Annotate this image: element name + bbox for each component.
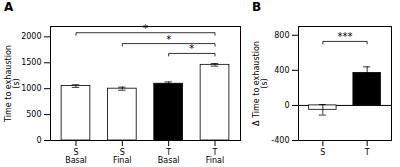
svg-text:2000: 2000 bbox=[21, 32, 41, 41]
svg-text:SFinal: SFinal bbox=[113, 148, 131, 165]
svg-text:***: *** bbox=[338, 31, 353, 42]
svg-text:400: 400 bbox=[274, 66, 289, 75]
svg-text:T: T bbox=[364, 148, 370, 157]
svg-text:Time to exhaustion(s): Time to exhaustion(s) bbox=[4, 45, 21, 123]
svg-text:S: S bbox=[320, 148, 325, 157]
svg-text:0: 0 bbox=[36, 136, 41, 145]
svg-text:SBasal: SBasal bbox=[65, 148, 87, 165]
svg-text:*: * bbox=[166, 34, 171, 45]
svg-text:Δ Time to exhaustion(s): Δ Time to exhaustion(s) bbox=[252, 41, 269, 126]
svg-text:*: * bbox=[189, 43, 194, 54]
svg-text:1000: 1000 bbox=[21, 84, 41, 93]
svg-text:TBasal: TBasal bbox=[158, 148, 180, 165]
svg-text:*: * bbox=[143, 23, 148, 34]
svg-text:TFinal: TFinal bbox=[206, 148, 224, 165]
html-text:B: B bbox=[252, 0, 262, 14]
html-text:A: A bbox=[4, 0, 14, 14]
svg-text:1500: 1500 bbox=[21, 58, 41, 67]
svg-text:800: 800 bbox=[274, 31, 289, 40]
svg-text:-400: -400 bbox=[271, 136, 289, 145]
svg-text:0: 0 bbox=[284, 101, 289, 110]
svg-text:500: 500 bbox=[26, 110, 41, 119]
